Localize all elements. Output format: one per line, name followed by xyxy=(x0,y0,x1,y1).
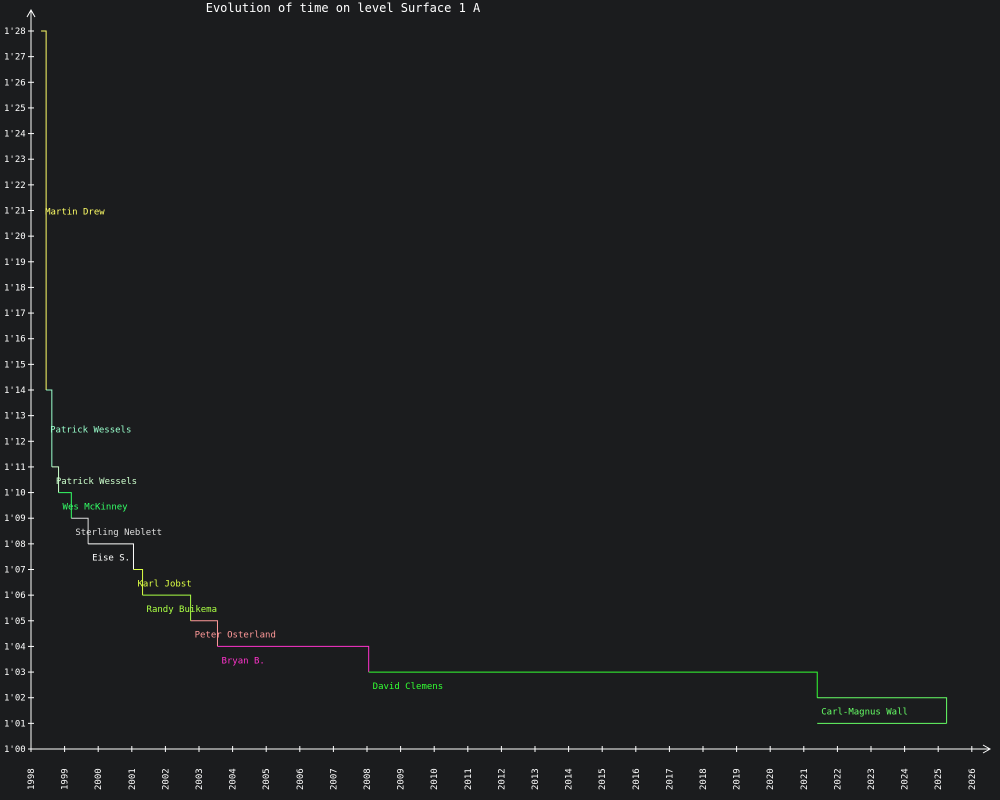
x-tick-label: 2020 xyxy=(766,768,776,790)
y-tick-label: 1'18 xyxy=(4,283,26,293)
y-axis-arrow xyxy=(26,8,36,18)
x-tick-label: 2012 xyxy=(497,768,507,790)
record-step xyxy=(71,517,89,544)
record-steps xyxy=(41,30,948,724)
y-tick-label: 1'27 xyxy=(4,53,26,63)
record-step xyxy=(142,594,192,621)
record-label: Bryan B. xyxy=(221,656,264,666)
x-tick-label: 2001 xyxy=(128,768,138,790)
x-tick-label: 2007 xyxy=(329,768,339,790)
y-tick-label: 1'23 xyxy=(4,155,26,165)
record-label: Peter Osterland xyxy=(195,631,276,641)
x-tick-label: 2016 xyxy=(632,768,642,790)
x-tick-label: 2010 xyxy=(430,768,440,790)
axes: 1'00 1'01 1'02 1'03 1'04 1'05 1'06 1'07 1'08 1'09… xyxy=(4,8,992,790)
y-tick-label: 1'25 xyxy=(4,104,26,114)
y-tick-label: 1'17 xyxy=(4,309,26,319)
y-tick-label: 1'24 xyxy=(4,130,26,140)
x-tick-label: 2022 xyxy=(833,768,843,790)
x-tick-label: 1999 xyxy=(61,768,71,790)
record-step xyxy=(58,492,72,519)
x-tick-label: 2024 xyxy=(901,768,911,790)
y-tick-label: 1'12 xyxy=(4,437,26,447)
x-tick-label: 2005 xyxy=(262,768,272,790)
x-tick-label: 2004 xyxy=(229,768,239,790)
x-tick-label: 2003 xyxy=(195,768,205,790)
x-tick-label: 1998 xyxy=(27,768,37,790)
x-tick-label: 2019 xyxy=(733,768,743,790)
x-tick-label: 2015 xyxy=(598,768,608,790)
y-tick-label: 1'26 xyxy=(4,78,26,88)
x-tick-label: 2006 xyxy=(296,768,306,790)
x-tick-label: 2021 xyxy=(800,768,810,790)
record-label: Eise S. xyxy=(92,554,130,564)
y-tick-label: 1'06 xyxy=(4,591,26,601)
record-step xyxy=(41,30,47,390)
record-label: Karl Jobst xyxy=(137,579,191,589)
x-tick-label: 2008 xyxy=(363,768,373,790)
record-label: Sterling Neblett xyxy=(75,528,162,538)
x-tick-label: 2009 xyxy=(397,768,407,790)
x-tick-label: 2017 xyxy=(665,768,675,790)
record-step xyxy=(190,620,218,647)
y-tick-label: 1'08 xyxy=(4,540,26,550)
record-step xyxy=(217,645,370,673)
x-tick-label: 2000 xyxy=(94,768,104,790)
x-axis-arrow xyxy=(982,744,992,754)
y-tick-label: 1'10 xyxy=(4,489,26,499)
x-tick-label: 2025 xyxy=(934,768,944,790)
y-tick-label: 1'13 xyxy=(4,412,26,422)
y-tick-label: 1'28 xyxy=(4,27,26,37)
y-tick-label: 1'16 xyxy=(4,335,26,345)
chart-title: Evolution of time on level Surface 1 A xyxy=(206,1,481,15)
y-tick-label: 1'04 xyxy=(4,642,26,652)
x-tick-label: 2011 xyxy=(464,768,474,790)
record-labels: Martin Drew Patrick Wessels Patrick Wessel… xyxy=(45,208,908,718)
y-tick-label: 1'11 xyxy=(4,463,26,473)
y-tick-label: 1'07 xyxy=(4,566,26,576)
record-step xyxy=(368,671,818,698)
y-tick-label: 1'01 xyxy=(4,719,26,729)
y-tick-label: 1'19 xyxy=(4,258,26,268)
record-label: Martin Drew xyxy=(45,208,105,218)
y-tick-label: 1'05 xyxy=(4,617,26,627)
y-tick-label: 1'15 xyxy=(4,360,26,370)
record-step xyxy=(51,466,60,493)
y-tick-label: 1'22 xyxy=(4,181,26,191)
record-step xyxy=(88,543,134,570)
x-tick-label: 2013 xyxy=(531,768,541,790)
record-step xyxy=(46,389,53,467)
record-label: Patrick Wessels xyxy=(56,477,137,487)
y-tick-label: 1'21 xyxy=(4,207,26,217)
record-step xyxy=(817,697,948,724)
y-tick-label: 1'20 xyxy=(4,232,26,242)
record-label: Patrick Wessels xyxy=(50,425,131,435)
record-label: David Clemens xyxy=(373,682,443,692)
y-tick-label: 1'14 xyxy=(4,386,26,396)
x-tick-label: 2014 xyxy=(565,768,575,790)
x-tick-label: 2018 xyxy=(699,768,709,790)
y-tick-label: 1'02 xyxy=(4,694,26,704)
y-tick-label: 1'03 xyxy=(4,668,26,678)
x-tick-label: 2023 xyxy=(867,768,877,790)
record-label: Randy Buikema xyxy=(147,605,217,615)
x-tick-label: 2002 xyxy=(161,768,171,790)
record-label: Wes McKinney xyxy=(63,502,129,512)
y-tick-label: 1'00 xyxy=(4,745,26,755)
record-label: Carl-Magnus Wall xyxy=(821,708,908,718)
y-tick-label: 1'09 xyxy=(4,514,26,524)
x-tick-label: 2026 xyxy=(968,768,978,790)
record-step xyxy=(133,569,144,596)
